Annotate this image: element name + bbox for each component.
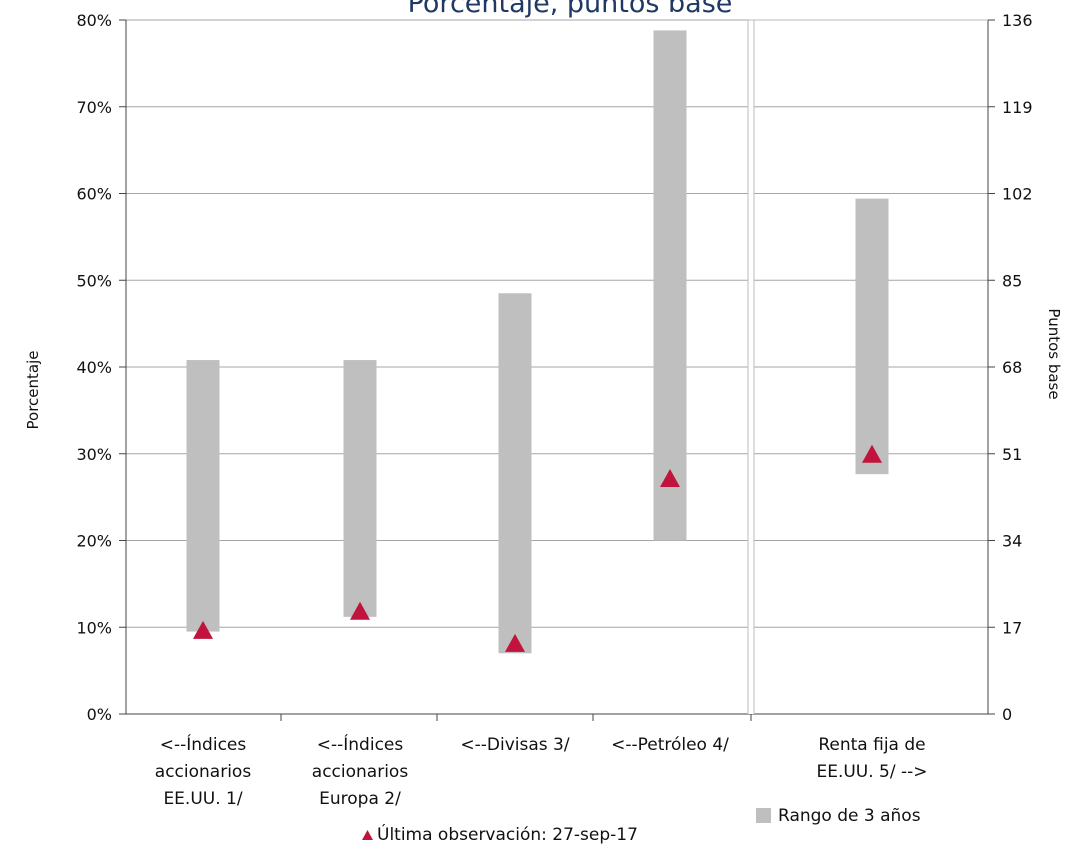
range-bar: [855, 198, 889, 475]
legend-range-swatch: [756, 808, 771, 823]
gridlines: [126, 19, 988, 628]
right-tick-label: 85: [1002, 271, 1022, 290]
legend-range-label: Rango de 3 años: [778, 806, 921, 826]
range-bar: [343, 360, 377, 617]
right-axis-ticks: 0 17 34 51 68 85 102 119 136: [988, 11, 1033, 724]
category-label: <--Índices accionarios EE.UU. 1/: [155, 733, 252, 809]
last-observation-marker: [193, 620, 213, 639]
category-label: <--Divisas 3/: [460, 735, 569, 755]
legend: Última observación: 27-sep-17 Rango de 3…: [362, 806, 921, 845]
right-tick-label: 34: [1002, 532, 1022, 551]
left-tick-label: 50%: [76, 271, 112, 290]
last-observation-marker: [350, 601, 370, 620]
category-labels: <--Índices accionarios EE.UU. 1/ <--Índices…: [155, 733, 928, 809]
right-tick-label: 51: [1002, 445, 1022, 464]
category-label: <--Petróleo 4/: [611, 735, 729, 755]
y-axis-title: Porcentaje: [24, 351, 42, 430]
left-tick-label: 70%: [76, 98, 112, 117]
left-tick-label: 20%: [76, 532, 112, 551]
last-observation-marker: [505, 633, 525, 652]
legend-marker-icon: [362, 830, 373, 840]
category-label: Renta fija de EE.UU. 5/ -->: [816, 735, 927, 782]
left-tick-label: 40%: [76, 358, 112, 377]
last-observation-marker: [862, 444, 882, 463]
right-tick-label: 102: [1002, 185, 1033, 204]
last-observation-markers: [193, 444, 882, 652]
right-tick-label: 136: [1002, 11, 1033, 30]
range-bar: [186, 360, 220, 632]
right-tick-label: 119: [1002, 98, 1033, 117]
left-tick-label: 60%: [76, 185, 112, 204]
legend-marker-label: Última observación: 27-sep-17: [377, 823, 638, 845]
left-tick-label: 80%: [76, 11, 112, 30]
right-tick-label: 68: [1002, 358, 1022, 377]
left-tick-label: 30%: [76, 445, 112, 464]
range-bars: [186, 30, 889, 654]
y2-axis-title: Puntos base: [1045, 308, 1063, 399]
right-tick-label: 17: [1002, 618, 1022, 637]
left-tick-label: 10%: [76, 618, 112, 637]
left-axis-ticks: 0% 10% 20% 30% 40% 50% 60% 70% 80%: [76, 11, 126, 724]
panel-gap: [748, 16, 754, 714]
right-tick-label: 0: [1002, 705, 1012, 724]
range-bar: [653, 30, 687, 541]
category-label: <--Índices accionarios Europa 2/: [312, 733, 409, 809]
left-tick-label: 0%: [87, 705, 112, 724]
range-bar: [498, 293, 532, 654]
chart-title: Porcentaje, puntos base: [408, 0, 733, 19]
last-observation-marker: [660, 469, 680, 488]
